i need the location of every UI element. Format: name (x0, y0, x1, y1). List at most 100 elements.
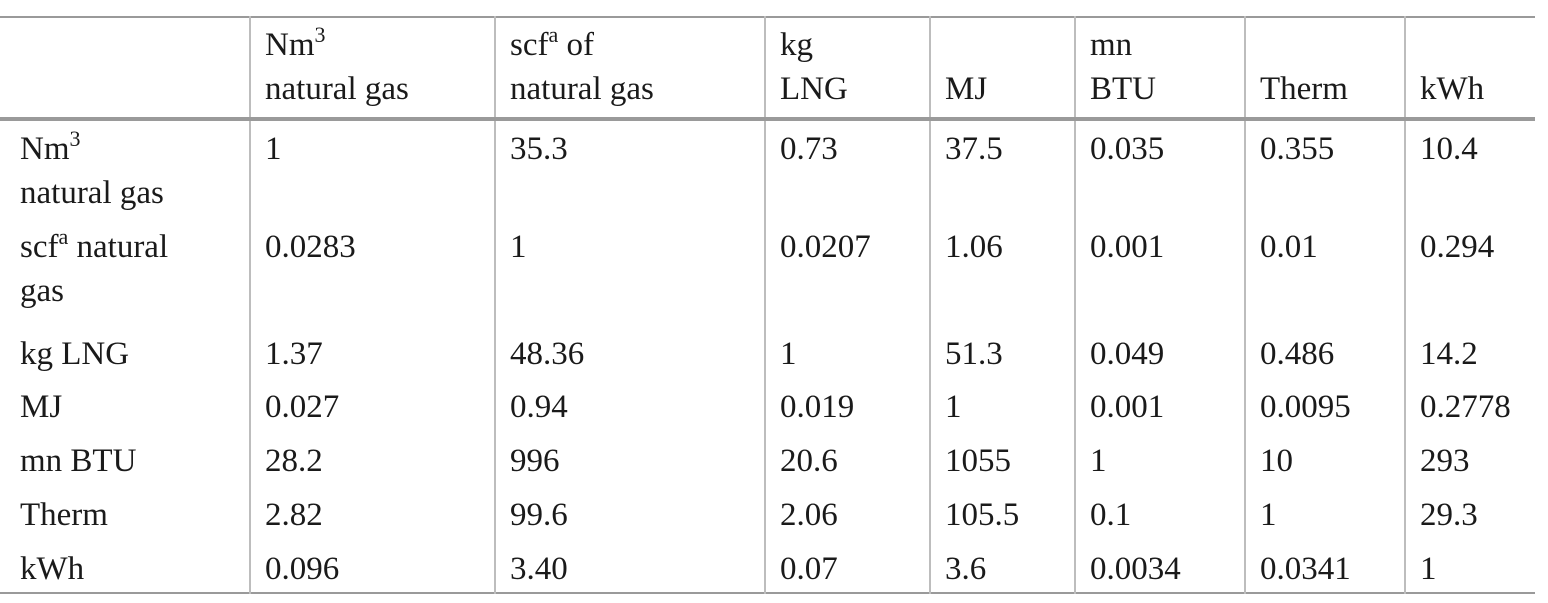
table-body: Nm3 natural gas 1 35.3 0.73 37.5 0.035 0.355 10.… (0, 119, 1535, 593)
cell: 1 (249, 119, 495, 219)
row-header: scfa natural gas (0, 219, 250, 326)
column-header: Nm3 natural gas (249, 17, 495, 119)
cell-line: natural gas (265, 67, 494, 111)
cell-line: kg (780, 23, 929, 67)
cell-line: gas (20, 269, 249, 313)
cell: 0.049 (1074, 326, 1245, 379)
cell: 20.6 (764, 433, 930, 487)
text: natural gas (265, 71, 409, 107)
cell: 1 (929, 379, 1075, 433)
cell: 2.06 (764, 487, 930, 541)
cell-line: kWh (1420, 67, 1535, 111)
cell-line: Therm (1260, 67, 1404, 111)
cell-line: LNG (780, 67, 929, 111)
table-row: MJ 0.027 0.94 0.019 1 0.001 0.0095 0.2778 (0, 379, 1535, 433)
conversion-table: Nm3 natural gas scfa of natural gas kg LNG MJ m… (0, 16, 1535, 594)
cell: 0.01 (1244, 219, 1405, 326)
text: mn (1090, 27, 1133, 63)
cell: 0.2778 (1404, 379, 1535, 433)
cell: 0.07 (764, 541, 930, 593)
cell: 0.1 (1074, 487, 1245, 541)
cell-line: kg LNG (20, 332, 249, 376)
cell: 0.027 (249, 379, 495, 433)
table-row: kg LNG 1.37 48.36 1 51.3 0.049 0.486 14.2 (0, 326, 1535, 379)
cell: 14.2 (1404, 326, 1535, 379)
text: Therm (20, 497, 108, 533)
text: MJ (20, 389, 63, 425)
table-header: Nm3 natural gas scfa of natural gas kg LNG MJ m… (0, 17, 1535, 119)
cell: 0.0341 (1244, 541, 1405, 593)
text: natural (68, 229, 169, 265)
cell: 0.001 (1074, 219, 1245, 326)
cell: 1 (764, 326, 930, 379)
cell: 0.0283 (249, 219, 495, 326)
header-row: Nm3 natural gas scfa of natural gas kg LNG MJ m… (0, 17, 1535, 119)
cell-line: BTU (1090, 67, 1244, 111)
text: MJ (945, 71, 988, 107)
cell: 51.3 (929, 326, 1075, 379)
cell: 1 (1244, 487, 1405, 541)
superscript: a (548, 22, 559, 47)
text: scf (510, 27, 549, 63)
cell: 0.486 (1244, 326, 1405, 379)
cell-line: MJ (945, 67, 1074, 111)
text: Therm (1260, 71, 1348, 107)
row-header: MJ (0, 379, 250, 433)
text: LNG (780, 71, 848, 107)
row-header: Nm3 natural gas (0, 119, 250, 219)
text: scf (20, 229, 59, 265)
text: kg (780, 27, 813, 63)
cell-line: natural gas (20, 171, 249, 215)
cell: 0.355 (1244, 119, 1405, 219)
superscript: 3 (314, 22, 326, 47)
corner-cell (0, 17, 250, 119)
cell: 0.019 (764, 379, 930, 433)
superscript: a (58, 224, 69, 249)
cell-line: Nm3 (265, 23, 494, 67)
cell: 2.82 (249, 487, 495, 541)
text: mn BTU (20, 443, 137, 479)
text: BTU (1090, 71, 1156, 107)
column-header: kg LNG (764, 17, 930, 119)
row-header: mn BTU (0, 433, 250, 487)
cell: 29.3 (1404, 487, 1535, 541)
cell-line: scfa natural (20, 225, 249, 269)
text: kg LNG (20, 336, 130, 372)
text: natural gas (510, 71, 654, 107)
table-row: scfa natural gas 0.0283 1 0.0207 1.06 0.001 0.0… (0, 219, 1535, 326)
text: Nm (265, 27, 315, 63)
row-header: kg LNG (0, 326, 250, 379)
cell-line: natural gas (510, 67, 764, 111)
cell: 3.6 (929, 541, 1075, 593)
cell: 1 (1074, 433, 1245, 487)
cell: 0.94 (494, 379, 765, 433)
cell-line: Nm3 (20, 127, 249, 171)
row-header: kWh (0, 541, 250, 593)
cell-line: mn BTU (20, 439, 249, 483)
cell: 10 (1244, 433, 1405, 487)
text: natural gas (20, 175, 164, 211)
cell-line: mn (1090, 23, 1244, 67)
cell: 10.4 (1404, 119, 1535, 219)
column-header: scfa of natural gas (494, 17, 765, 119)
cell: 1 (1404, 541, 1535, 593)
cell: 99.6 (494, 487, 765, 541)
superscript: 3 (69, 126, 81, 151)
cell: 28.2 (249, 433, 495, 487)
cell: 37.5 (929, 119, 1075, 219)
cell: 0.0207 (764, 219, 930, 326)
column-header: MJ (929, 17, 1075, 119)
text: kWh (1420, 71, 1485, 107)
cell: 48.36 (494, 326, 765, 379)
table-row: Nm3 natural gas 1 35.3 0.73 37.5 0.035 0.355 10.… (0, 119, 1535, 219)
table-row: Therm 2.82 99.6 2.06 105.5 0.1 1 29.3 (0, 487, 1535, 541)
table-row: mn BTU 28.2 996 20.6 1055 1 10 293 (0, 433, 1535, 487)
cell: 0.001 (1074, 379, 1245, 433)
cell-line: MJ (20, 385, 249, 429)
cell: 1.37 (249, 326, 495, 379)
cell-line: scfa of (510, 23, 764, 67)
text: of (558, 27, 595, 63)
text: gas (20, 273, 64, 309)
text: Nm (20, 131, 70, 167)
